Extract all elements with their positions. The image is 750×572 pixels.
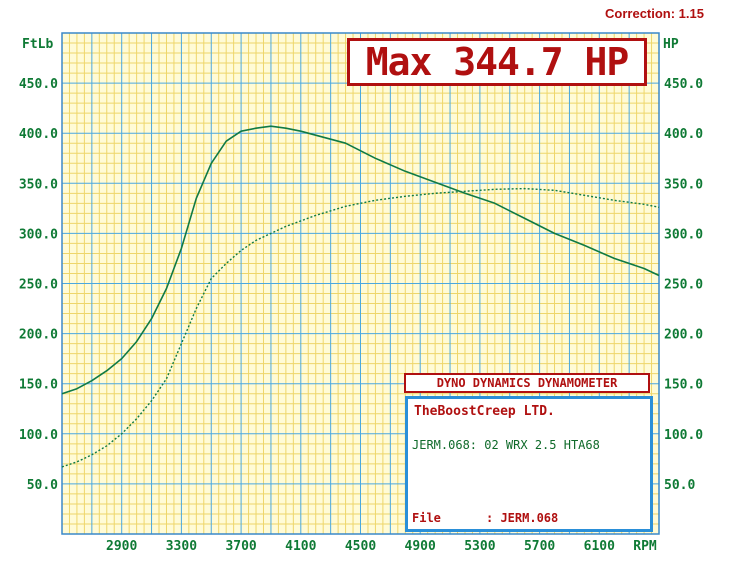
left-y-tick-label: 300.0 bbox=[19, 227, 58, 242]
x-tick-label: 3300 bbox=[166, 539, 197, 554]
x-tick-label: 4500 bbox=[345, 539, 376, 554]
plot-frame bbox=[61, 32, 660, 535]
right-y-tick-label: 300.0 bbox=[664, 227, 703, 242]
left-y-tick-label: 150.0 bbox=[19, 378, 58, 393]
x-tick-label: 4900 bbox=[405, 539, 436, 554]
right-y-tick-label: 100.0 bbox=[664, 428, 703, 443]
left-y-tick-label: 400.0 bbox=[19, 127, 58, 142]
right-y-tick-label: 150.0 bbox=[664, 378, 703, 393]
x-tick-label: 6100 bbox=[584, 539, 615, 554]
right-y-tick-label: 350.0 bbox=[664, 177, 703, 192]
left-y-tick-label: 450.0 bbox=[19, 77, 58, 92]
x-axis-unit: RPM bbox=[633, 539, 657, 554]
correction-label: Correction: 1.15 bbox=[605, 6, 704, 21]
x-tick-label: 2900 bbox=[106, 539, 137, 554]
right-y-tick-label: 200.0 bbox=[664, 328, 703, 343]
x-tick-label: 4100 bbox=[285, 539, 316, 554]
left-y-tick-label: 250.0 bbox=[19, 278, 58, 293]
run-description: JERM.068: 02 WRX 2.5 HTA68 bbox=[412, 438, 600, 452]
left-y-tick-label: 350.0 bbox=[19, 177, 58, 192]
x-tick-label: 3700 bbox=[225, 539, 256, 554]
file-label: File bbox=[412, 511, 441, 525]
x-tick-label: 5700 bbox=[524, 539, 555, 554]
left-y-tick-label: 200.0 bbox=[19, 328, 58, 343]
dyno-banner: DYNO DYNAMICS DYNAMOMETER bbox=[404, 373, 650, 393]
right-y-tick-label: 450.0 bbox=[664, 77, 703, 92]
torque-series-line bbox=[61, 125, 660, 395]
x-tick-label: 5300 bbox=[464, 539, 495, 554]
right-axis-unit: HP bbox=[663, 37, 679, 52]
right-y-tick-label: 50.0 bbox=[664, 478, 695, 493]
file-value: : JERM.068 bbox=[486, 511, 559, 525]
run-info-box: TheBoostCreep LTD. JERM.068: 02 WRX 2.5 … bbox=[405, 396, 653, 532]
right-y-tick-label: 400.0 bbox=[664, 127, 703, 142]
company-name: TheBoostCreep LTD. bbox=[414, 404, 555, 419]
left-y-tick-label: 50.0 bbox=[27, 478, 58, 493]
left-y-tick-label: 100.0 bbox=[19, 428, 58, 443]
power-series-line bbox=[61, 187, 660, 468]
left-axis-unit: FtLb bbox=[22, 37, 53, 52]
max-hp-banner: Max 344.7 HP bbox=[347, 38, 647, 86]
right-y-tick-label: 250.0 bbox=[664, 278, 703, 293]
